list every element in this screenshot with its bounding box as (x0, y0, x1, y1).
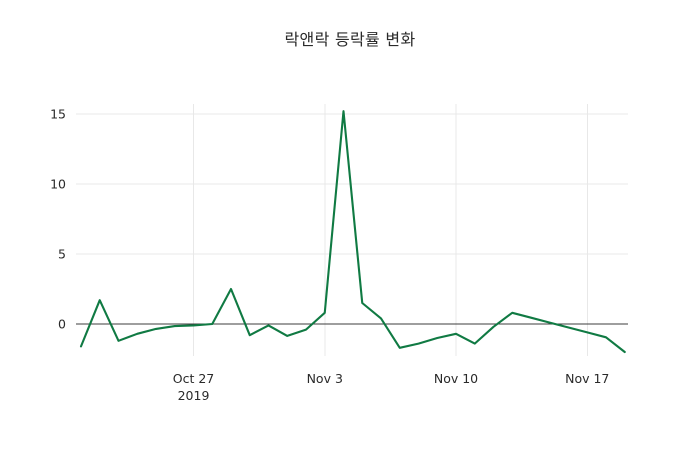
y-axis-tick-label: 5 (58, 247, 66, 262)
y-axis-tick-label: 15 (50, 107, 66, 122)
x-axis-tick-label: Nov 10 (434, 371, 478, 386)
x-axis-tick-label: Nov 17 (565, 371, 609, 386)
y-axis-tick-labels: 0 5 10 15 (50, 107, 66, 332)
data-series-layer (79, 110, 626, 354)
x-axis-tick-label: Nov 3 (307, 371, 343, 386)
data-line (79, 110, 626, 354)
y-axis-tick-label: 0 (58, 317, 66, 332)
x-axis-tick-label: Oct 27 (173, 371, 215, 386)
x-axis-tick-sublabel: 2019 (178, 388, 210, 403)
chart-title: 락앤락 등락률 변화 (284, 30, 416, 49)
y-axis-tick-label: 10 (50, 177, 66, 192)
x-axis-tick-labels: Oct 27 2019 Nov 3 Nov 10 Nov 17 (173, 371, 610, 403)
gridlines-layer (76, 104, 628, 356)
